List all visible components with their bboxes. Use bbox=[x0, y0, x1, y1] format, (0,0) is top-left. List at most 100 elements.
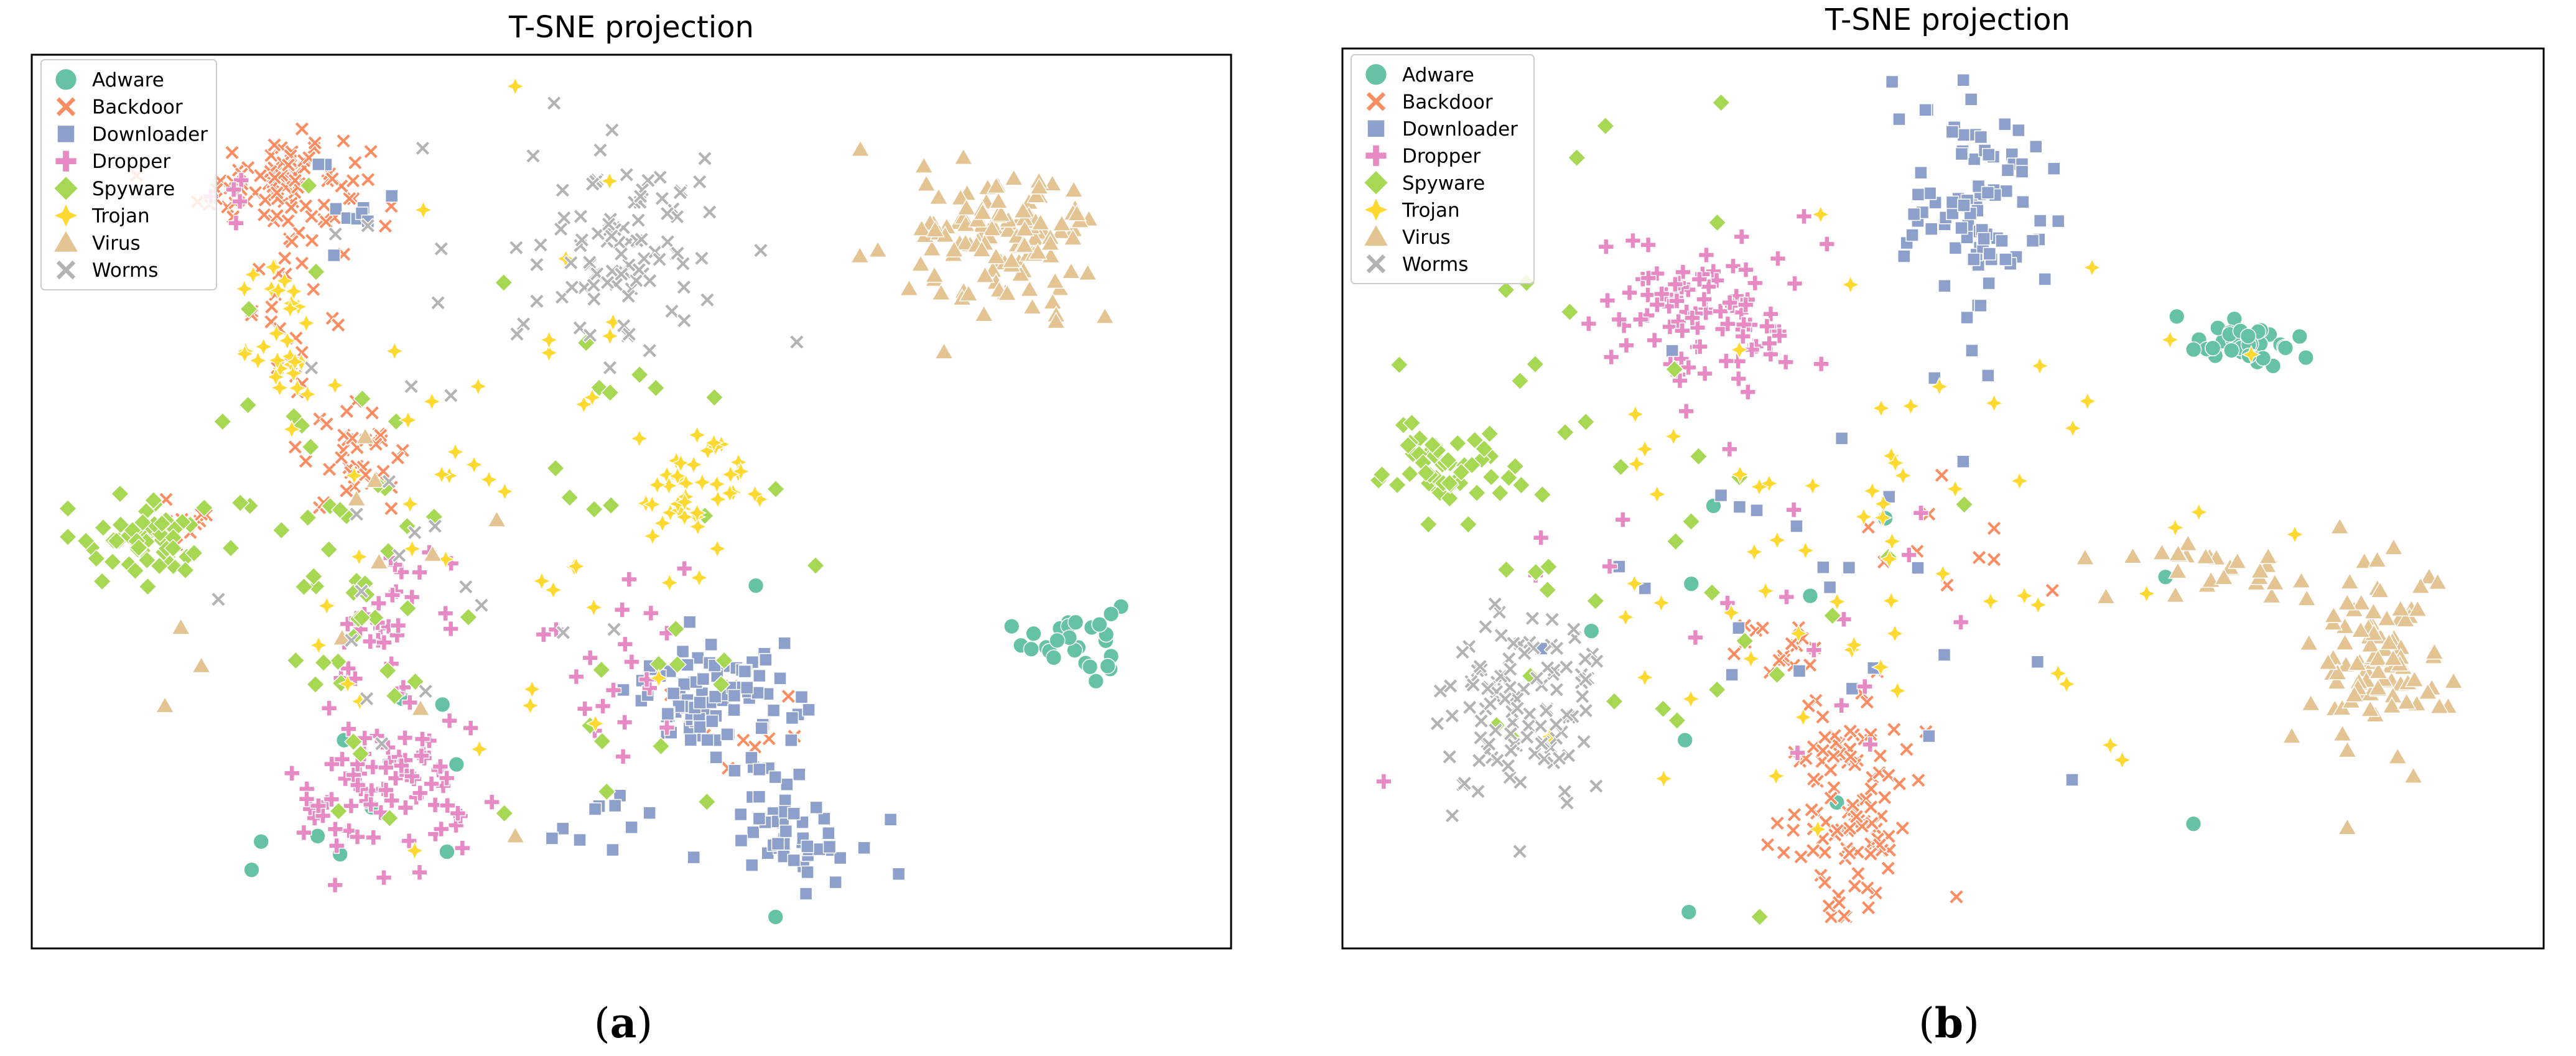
point-spyware bbox=[195, 498, 214, 517]
point-downloader bbox=[1981, 369, 1995, 382]
point-backdoor bbox=[280, 213, 296, 229]
point-downloader bbox=[700, 733, 714, 747]
point-backdoor bbox=[1876, 789, 1893, 805]
point-trojan bbox=[2112, 750, 2132, 770]
point-dropper bbox=[1747, 338, 1765, 355]
point-downloader bbox=[773, 672, 787, 685]
point-dropper bbox=[295, 824, 312, 841]
point-virus bbox=[2323, 606, 2344, 623]
point-worms bbox=[407, 524, 423, 540]
point-downloader bbox=[2047, 162, 2061, 175]
legend-marker-spyware bbox=[53, 175, 79, 201]
point-backdoor bbox=[1803, 802, 1820, 818]
point-dropper bbox=[404, 768, 421, 785]
point-downloader bbox=[778, 636, 791, 651]
point-trojan bbox=[269, 377, 290, 398]
point-virus bbox=[2340, 572, 2360, 590]
point-worms bbox=[636, 251, 653, 267]
point-worms bbox=[1522, 706, 1538, 722]
point-spyware bbox=[1665, 359, 1684, 379]
point-worms bbox=[603, 228, 620, 244]
point-dropper bbox=[535, 626, 552, 643]
point-backdoor bbox=[1844, 797, 1861, 813]
point-worms bbox=[604, 122, 620, 138]
point-worms bbox=[1559, 795, 1575, 811]
point-downloader bbox=[833, 851, 847, 865]
point-spyware bbox=[1438, 450, 1458, 470]
point-downloader bbox=[1998, 117, 2012, 131]
point-worms bbox=[669, 245, 686, 261]
point-spyware bbox=[152, 514, 172, 534]
point-spyware bbox=[1510, 371, 1530, 391]
point-virus bbox=[959, 284, 979, 302]
point-downloader bbox=[643, 806, 656, 820]
legend-marker-downloader bbox=[57, 124, 75, 144]
point-trojan bbox=[1767, 530, 1787, 550]
point-downloader bbox=[1983, 247, 1997, 261]
point-adware bbox=[2297, 349, 2314, 366]
point-spyware bbox=[1423, 435, 1442, 455]
point-adware bbox=[1023, 641, 1039, 657]
point-virus bbox=[2367, 550, 2388, 568]
point-backdoor bbox=[383, 501, 399, 517]
point-virus bbox=[2429, 697, 2450, 714]
point-virus bbox=[944, 240, 964, 257]
point-trojan bbox=[1627, 454, 1647, 474]
point-virus bbox=[2404, 670, 2425, 687]
point-virus bbox=[1015, 219, 1035, 237]
point-trojan bbox=[309, 635, 328, 655]
point-dropper bbox=[1730, 370, 1747, 387]
point-downloader bbox=[693, 720, 707, 734]
point-trojan bbox=[629, 428, 649, 448]
point-virus bbox=[982, 219, 1002, 236]
point-trojan bbox=[642, 494, 662, 514]
point-adware bbox=[2291, 328, 2308, 345]
point-downloader bbox=[556, 822, 570, 836]
point-dropper bbox=[1769, 250, 1787, 267]
point-worms bbox=[473, 597, 490, 613]
point-worms bbox=[676, 312, 692, 329]
point-virus bbox=[2318, 652, 2338, 670]
panel-a: T-SNE projection Adware Backdoor Downloade… bbox=[30, 10, 1232, 1047]
point-downloader bbox=[1665, 344, 1679, 358]
point-dropper bbox=[1646, 331, 1663, 349]
point-backdoor bbox=[304, 208, 320, 225]
point-worms bbox=[694, 250, 710, 266]
point-worms bbox=[427, 518, 443, 534]
point-spyware bbox=[602, 496, 621, 515]
point-downloader bbox=[1956, 128, 1971, 142]
point-downloader bbox=[745, 751, 758, 765]
point-spyware bbox=[221, 539, 241, 558]
point-backdoor bbox=[1785, 822, 1802, 838]
point-trojan bbox=[1872, 507, 1893, 528]
point-downloader bbox=[708, 690, 722, 703]
point-dropper bbox=[370, 595, 387, 612]
point-virus bbox=[1045, 271, 1065, 289]
legend-label-dropper: Dropper bbox=[92, 151, 170, 173]
point-adware bbox=[1067, 614, 1084, 631]
point-trojan bbox=[643, 526, 663, 546]
point-virus bbox=[2337, 740, 2358, 758]
point-dropper bbox=[1680, 359, 1697, 376]
point-dropper bbox=[616, 714, 633, 731]
point-downloader bbox=[787, 807, 801, 821]
point-worms bbox=[652, 169, 668, 185]
point-dropper bbox=[614, 601, 631, 618]
point-worms bbox=[620, 288, 636, 304]
point-virus bbox=[1022, 297, 1043, 315]
point-spyware bbox=[1499, 468, 1518, 488]
point-downloader bbox=[799, 887, 813, 901]
point-downloader bbox=[2001, 163, 2015, 177]
point-worms bbox=[1456, 775, 1472, 792]
point-dropper bbox=[1862, 736, 1879, 753]
point-spyware bbox=[585, 499, 604, 519]
point-trojan bbox=[2009, 471, 2030, 491]
point-dropper bbox=[427, 797, 444, 813]
point-spyware bbox=[1708, 680, 1727, 699]
point-trojan bbox=[689, 568, 709, 588]
point-downloader bbox=[666, 687, 681, 700]
point-spyware bbox=[58, 527, 78, 547]
point-worms bbox=[1462, 699, 1478, 716]
point-spyware bbox=[630, 365, 649, 384]
point-spyware bbox=[592, 731, 612, 751]
